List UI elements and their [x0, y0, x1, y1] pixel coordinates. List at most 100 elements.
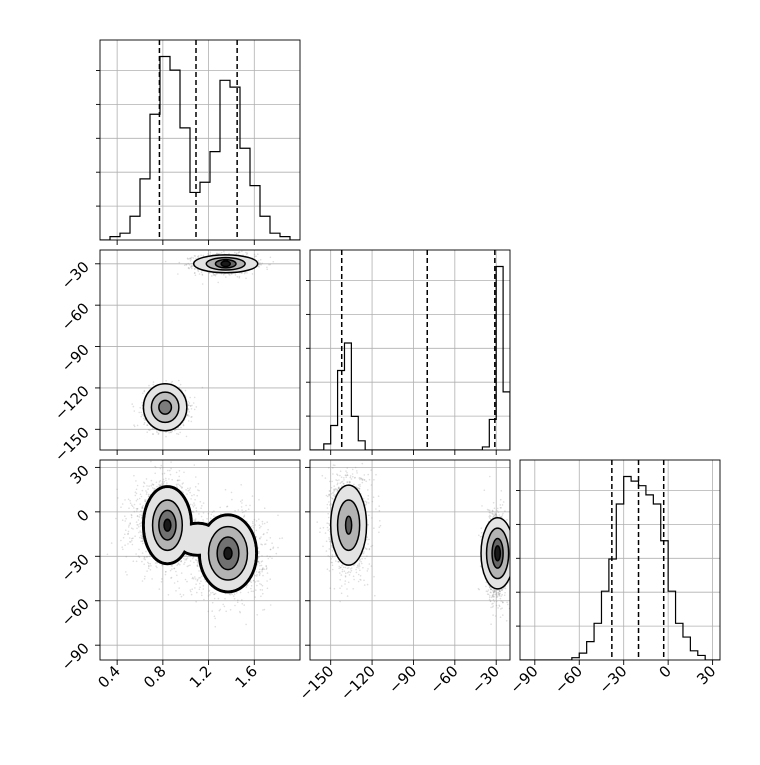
joint-0-2-point — [127, 543, 129, 545]
joint-0-2-point — [162, 473, 164, 475]
joint-0-2-point — [138, 555, 140, 557]
joint-0-1-point — [191, 408, 193, 410]
joint-0-1-point — [241, 251, 243, 253]
joint-0-2-point — [261, 571, 263, 573]
joint-0-1-point — [147, 424, 149, 426]
joint-0-2-point — [144, 559, 146, 561]
joint-0-2-point — [177, 581, 179, 583]
joint-0-2-point — [126, 574, 128, 576]
joint-0-1-point — [245, 278, 247, 280]
joint-0-1-point — [171, 431, 173, 433]
joint-0-1-point — [134, 410, 136, 412]
joint-0-2-point — [151, 480, 153, 482]
joint-0-2-point — [150, 461, 152, 463]
joint-0-1-point — [261, 263, 263, 265]
joint-0-1-point — [246, 272, 248, 274]
joint-0-2-point — [139, 516, 141, 518]
joint-0-1-point — [188, 420, 190, 422]
joint-0-2-point — [177, 483, 179, 485]
joint-0-2-point — [256, 580, 258, 582]
joint-0-2-point — [241, 499, 243, 501]
joint-0-2-point — [193, 511, 195, 513]
joint-0-1-point — [190, 405, 192, 407]
joint-0-1-point — [187, 258, 189, 260]
joint-0-2-point — [262, 523, 264, 525]
joint-0-2-point — [162, 467, 164, 469]
joint-0-2-point — [140, 525, 142, 527]
joint-0-2-point — [107, 554, 109, 556]
joint-0-2-point — [138, 549, 140, 551]
joint-0-1-point — [175, 429, 177, 431]
joint-0-2-point — [262, 593, 264, 595]
joint-0-2-point — [248, 508, 250, 510]
joint-0-1-point — [236, 252, 238, 254]
joint-0-2-point — [128, 507, 130, 509]
joint-0-1-point — [140, 416, 142, 418]
joint-0-1-point — [217, 282, 219, 284]
joint-0-2-point — [124, 544, 126, 546]
joint-0-2-point — [148, 563, 150, 565]
joint-0-2-point — [133, 560, 135, 562]
joint-0-2-point — [197, 561, 199, 563]
joint-0-2-point — [165, 571, 167, 573]
joint-0-2-point — [125, 518, 127, 520]
joint-0-1-point — [194, 397, 196, 399]
joint-0-2-point — [125, 571, 127, 573]
joint-0-2-point — [266, 521, 268, 523]
joint-0-2-point — [190, 560, 192, 562]
joint-0-2-point — [122, 549, 124, 551]
joint-0-2-point — [141, 496, 143, 498]
joint-0-2-point — [203, 585, 205, 587]
joint-0-2-point — [163, 479, 165, 481]
joint-0-2-point — [138, 526, 140, 528]
joint-0-1-point — [186, 436, 188, 438]
joint-0-2-point — [138, 532, 140, 534]
joint-0-2-point — [191, 588, 193, 590]
joint-0-2-point — [259, 574, 261, 576]
joint-0-1-point — [143, 418, 145, 420]
joint-0-2-point — [136, 524, 138, 526]
joint-0-1-point — [191, 421, 193, 423]
joint-0-1-point — [144, 391, 146, 393]
joint-0-2-point — [165, 478, 167, 480]
joint-0-2-point — [200, 507, 202, 509]
joint-0-1-point — [210, 251, 212, 253]
joint-0-2-point — [180, 560, 182, 562]
joint-0-2-point — [259, 537, 261, 539]
joint-0-2-point — [137, 485, 139, 487]
joint-0-2-point — [140, 541, 142, 543]
joint-0-2-point — [171, 479, 173, 481]
joint-0-2-point — [256, 614, 258, 616]
joint-0-2-point — [124, 534, 126, 536]
panel-hist-1 — [310, 250, 510, 450]
joint-0-2-point — [143, 564, 145, 566]
joint-0-2-point — [176, 472, 178, 474]
joint-0-1-point — [131, 403, 133, 405]
joint-0-1-point — [146, 431, 148, 433]
joint-0-2-point — [192, 558, 194, 560]
joint-0-1-point — [148, 385, 150, 387]
joint-0-2-point — [203, 588, 205, 590]
joint-0-2-point — [111, 542, 113, 544]
joint-0-2-point — [132, 544, 134, 546]
joint-0-2-point — [237, 600, 239, 602]
joint-0-1-point — [273, 261, 275, 263]
joint-0-1-point — [195, 255, 197, 257]
joint-0-2-point — [258, 557, 260, 559]
joint-0-2-point — [189, 489, 191, 491]
joint-0-2-point — [164, 473, 166, 475]
joint-0-2-point — [140, 523, 142, 525]
joint-0-2-point — [194, 504, 196, 506]
joint-0-1-point — [189, 411, 191, 413]
joint-0-2-point — [156, 567, 158, 569]
joint-0-2-point — [165, 574, 167, 576]
joint-0-2-point — [128, 525, 130, 527]
joint-0-2-point — [124, 499, 126, 501]
joint-0-2-point — [142, 552, 144, 554]
joint-0-2-point — [186, 493, 188, 495]
joint-0-2-point — [154, 473, 156, 475]
joint-0-1-point — [210, 253, 212, 255]
joint-0-2-point — [189, 487, 191, 489]
joint-0-2-point — [142, 540, 144, 542]
